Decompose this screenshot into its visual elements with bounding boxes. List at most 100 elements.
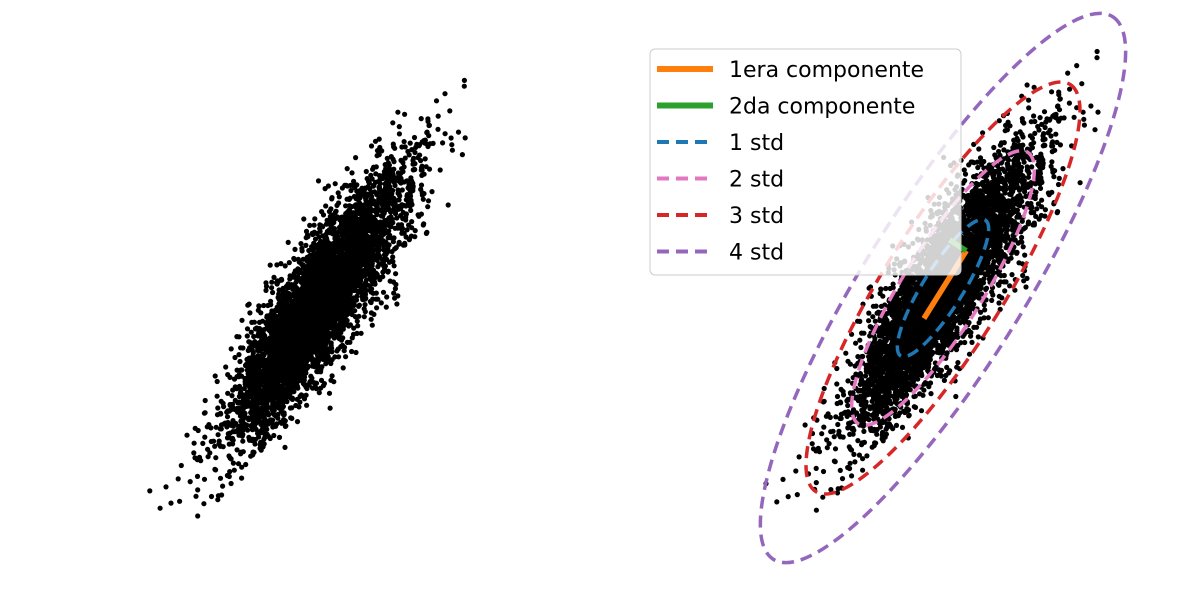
scatter-point bbox=[278, 316, 284, 322]
scatter-point bbox=[369, 220, 375, 226]
scatter-point bbox=[328, 206, 334, 212]
scatter-point bbox=[384, 294, 390, 300]
scatter-point bbox=[300, 363, 306, 369]
scatter-point bbox=[241, 385, 247, 392]
scatter-point bbox=[194, 473, 201, 479]
scatter-point bbox=[327, 248, 333, 254]
scatter-point bbox=[251, 408, 257, 414]
scatter-point bbox=[331, 379, 337, 385]
scatter-point bbox=[344, 262, 350, 268]
scatter-point bbox=[310, 357, 317, 363]
scatter-point bbox=[230, 405, 236, 411]
scatter-point bbox=[235, 409, 241, 415]
scatter-point bbox=[329, 282, 335, 288]
scatter-point bbox=[361, 188, 367, 195]
scatter-point bbox=[248, 329, 254, 335]
scatter-point bbox=[334, 334, 340, 340]
scatter-point bbox=[312, 296, 318, 302]
scatter-point bbox=[260, 389, 266, 395]
scatter-point bbox=[373, 296, 379, 302]
scatter-point bbox=[230, 460, 236, 466]
scatter-point bbox=[285, 333, 291, 339]
scatter-point bbox=[282, 380, 288, 387]
scatter-point bbox=[410, 161, 416, 167]
scatter-point bbox=[424, 130, 430, 136]
scatter-point bbox=[215, 432, 221, 438]
scatter-point bbox=[412, 149, 418, 156]
scatter-point bbox=[291, 255, 297, 262]
scatter-point bbox=[429, 189, 435, 195]
scatter-point bbox=[274, 366, 280, 372]
scatter-point bbox=[398, 157, 404, 163]
scatter-point bbox=[386, 178, 392, 184]
scatter-point bbox=[191, 440, 197, 446]
scatter-point bbox=[269, 285, 275, 291]
scatter-point bbox=[395, 109, 401, 115]
scatter-point bbox=[363, 295, 369, 301]
scatter-point bbox=[348, 187, 354, 194]
scatter-point bbox=[357, 264, 363, 270]
scatter-point bbox=[380, 274, 386, 280]
scatter-point bbox=[418, 182, 425, 188]
scatter-point bbox=[414, 141, 420, 147]
scatter-point bbox=[332, 181, 338, 187]
scatter-point bbox=[278, 276, 285, 282]
scatter-point bbox=[420, 196, 426, 202]
scatter-point bbox=[420, 222, 426, 228]
scatter-point bbox=[338, 344, 344, 350]
scatter-point bbox=[212, 466, 218, 472]
scatter-point bbox=[312, 244, 318, 250]
scatter-point bbox=[163, 484, 169, 490]
scatter-point bbox=[304, 232, 311, 238]
scatter-point bbox=[244, 326, 251, 332]
scatter-point bbox=[262, 419, 268, 425]
scatter-point bbox=[370, 230, 376, 237]
scatter-point bbox=[313, 335, 319, 341]
scatter-point bbox=[250, 436, 256, 442]
scatter-point bbox=[392, 211, 399, 217]
scatter-point bbox=[314, 368, 320, 375]
scatter-point bbox=[399, 166, 405, 172]
scatter-point bbox=[338, 229, 344, 235]
scatter-point bbox=[251, 319, 257, 325]
scatter-point bbox=[371, 198, 377, 204]
scatter-point bbox=[231, 376, 238, 382]
scatter-point bbox=[255, 340, 261, 346]
scatter-point bbox=[245, 399, 251, 405]
scatter-point bbox=[345, 237, 351, 244]
scatter-point bbox=[355, 238, 361, 244]
scatter-point bbox=[276, 301, 282, 307]
scatter-point bbox=[287, 364, 293, 371]
scatter-point bbox=[279, 339, 285, 345]
scatter-point bbox=[361, 306, 367, 312]
scatter-point bbox=[305, 263, 311, 269]
scatter-point bbox=[336, 194, 342, 200]
scatter-point bbox=[231, 467, 237, 473]
scatter-point bbox=[329, 349, 335, 355]
scatter-point bbox=[321, 252, 327, 259]
scatter-point bbox=[327, 405, 333, 411]
scatter-point bbox=[225, 390, 231, 396]
scatter-point bbox=[345, 280, 351, 286]
scatter-point bbox=[314, 364, 320, 370]
scatter-point bbox=[292, 377, 298, 383]
scatter-point bbox=[326, 227, 332, 233]
scatter-point bbox=[310, 385, 316, 391]
scatter-point bbox=[294, 339, 300, 345]
scatter-point bbox=[266, 316, 272, 322]
scatter-point bbox=[264, 401, 270, 407]
scatter-point bbox=[304, 272, 310, 278]
scatter-point bbox=[257, 442, 263, 448]
scatter-point bbox=[391, 290, 397, 296]
scatter-point bbox=[282, 263, 288, 269]
scatter-point bbox=[206, 422, 212, 428]
scatter-point bbox=[407, 140, 413, 146]
scatter-point bbox=[223, 364, 229, 370]
scatter-point bbox=[355, 323, 361, 329]
scatter-point bbox=[309, 230, 315, 236]
scatter-point bbox=[213, 455, 219, 461]
scatter-point bbox=[278, 408, 284, 414]
scatter-point bbox=[320, 281, 326, 287]
scatter-point bbox=[330, 300, 336, 306]
scatter-point bbox=[335, 190, 341, 196]
